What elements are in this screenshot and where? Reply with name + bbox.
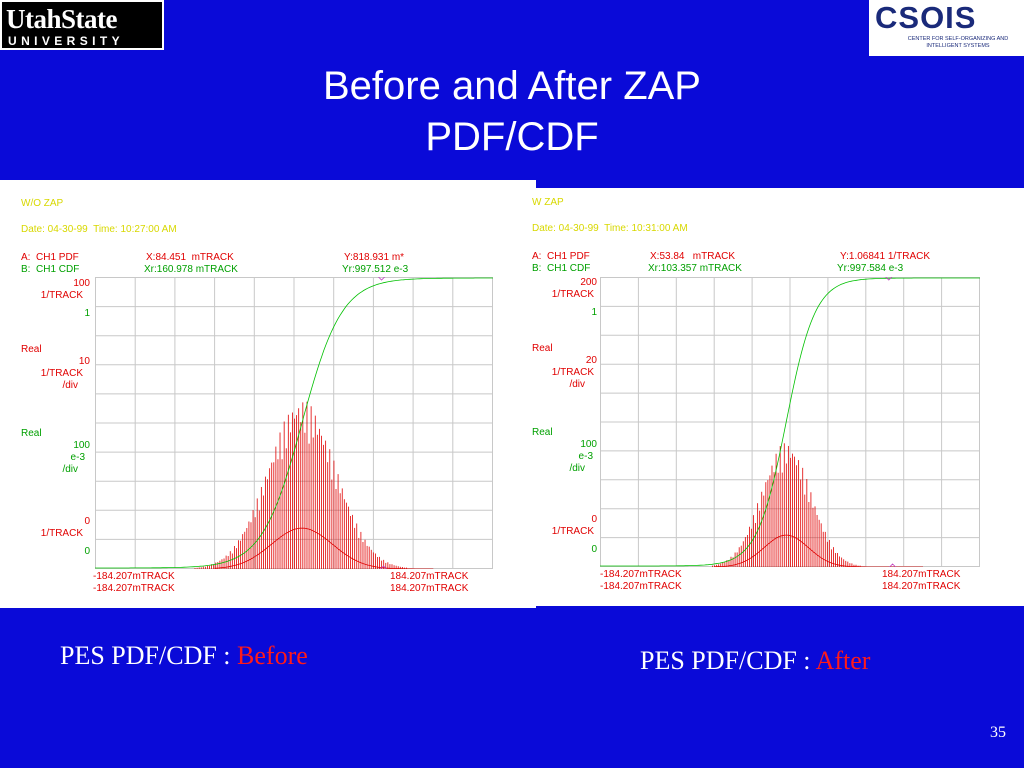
- real-a-label: Real: [21, 344, 42, 355]
- scale-b-value: 100: [580, 439, 597, 450]
- trace-a-y-readout: Y:1.06841 1/TRACK: [840, 251, 931, 262]
- x-axis-left-b: -184.207mTRACK: [93, 583, 175, 594]
- y-zero-a-unit: 1/TRACK: [40, 528, 83, 539]
- scale-a-unit: 1/TRACK: [40, 368, 83, 379]
- caption-before: PES PDF/CDF : Before: [60, 641, 308, 671]
- panel-date: Date: 04-30-99 Time: 10:27:00 AM: [21, 224, 177, 235]
- pdf-envelope: [714, 534, 923, 567]
- scale-b-unit: e-3: [70, 452, 85, 463]
- pdf-trace: [712, 443, 861, 567]
- pdf-envelope: [214, 527, 434, 569]
- logo-wordmark: UtahState: [6, 4, 118, 34]
- analyzer-panel-before: W/O ZAP Date: 04-30-99 Time: 10:27:00 AM…: [0, 180, 536, 608]
- x-axis-left-b: -184.207mTRACK: [600, 581, 682, 592]
- x-axis-right-a: 184.207mTRACK: [882, 569, 961, 580]
- scale-a-value: 20: [585, 355, 597, 366]
- trace-b-y-readout: Yr:997.512 e-3: [342, 264, 409, 275]
- marker-icon: [885, 277, 893, 281]
- trace-b-x-readout: Xr:103.357 mTRACK: [648, 263, 742, 274]
- csois-logo: CSOIS CENTER FOR SELF-ORGANIZING AND INT…: [869, 0, 1024, 56]
- real-b-label: Real: [21, 428, 42, 439]
- marker-icon: [377, 277, 386, 281]
- page-number: 35: [990, 724, 1006, 741]
- cdf-trace: [95, 277, 493, 569]
- logo-subtitle: CENTER FOR SELF-ORGANIZING AND INTELLIGE…: [907, 36, 1009, 49]
- scale-b-unit: e-3: [578, 451, 593, 462]
- caption-before-prefix: PES PDF/CDF :: [60, 641, 238, 670]
- scale-a-unit: 1/TRACK: [551, 367, 594, 378]
- trace-a-label: A: CH1 PDF: [21, 252, 79, 263]
- slide-title: Before and After ZAP: [323, 64, 701, 108]
- real-a-label: Real: [532, 343, 553, 354]
- pdf-trace: [194, 401, 407, 569]
- y-zero-b: 0: [84, 546, 90, 557]
- y-top-value: 200: [580, 277, 597, 288]
- scale-a-div: /div: [62, 380, 78, 391]
- caption-before-highlight: Before: [237, 641, 308, 670]
- grid: [95, 277, 493, 569]
- caption-after-highlight: After: [815, 646, 871, 675]
- trace-a-y-readout: Y:818.931 m*: [344, 252, 405, 263]
- y-top-unit: 1/TRACK: [551, 289, 594, 300]
- x-axis-right-b: 184.207mTRACK: [882, 581, 961, 592]
- scale-b-value: 100: [73, 440, 90, 451]
- pdf-cdf-plot: [600, 277, 980, 567]
- y-one: 1: [591, 307, 597, 318]
- y-zero-a: 0: [84, 516, 90, 527]
- x-axis-right-b: 184.207mTRACK: [390, 583, 469, 594]
- utah-state-logo: UtahState UNIVERSITY: [0, 0, 164, 50]
- y-zero-a: 0: [591, 514, 597, 525]
- slide-subtitle: PDF/CDF: [425, 115, 599, 159]
- panel-date: Date: 04-30-99 Time: 10:31:00 AM: [532, 223, 688, 234]
- pdf-cdf-plot: [95, 277, 493, 569]
- real-b-label: Real: [532, 427, 553, 438]
- logo-subtitle: UNIVERSITY: [8, 34, 125, 48]
- scale-a-value: 10: [78, 356, 90, 367]
- marker-icon: [889, 563, 897, 567]
- y-top-unit: 1/TRACK: [40, 290, 83, 301]
- logo-wordmark: CSOIS: [875, 0, 977, 35]
- grid: [600, 277, 980, 567]
- trace-b-label: B: CH1 CDF: [21, 264, 80, 275]
- caption-after-prefix: PES PDF/CDF :: [640, 646, 816, 675]
- x-axis-right-a: 184.207mTRACK: [390, 571, 469, 582]
- trace-a-x-readout: X:84.451 mTRACK: [146, 252, 234, 263]
- panel-header: W ZAP: [532, 197, 564, 208]
- scale-b-div: /div: [569, 463, 585, 474]
- panel-header: W/O ZAP: [21, 198, 64, 209]
- y-top-value: 100: [73, 278, 90, 289]
- y-one: 1: [84, 308, 90, 319]
- cdf-trace: [600, 277, 980, 567]
- y-zero-b: 0: [591, 544, 597, 555]
- trace-b-x-readout: Xr:160.978 mTRACK: [144, 264, 238, 275]
- scale-a-div: /div: [569, 379, 585, 390]
- trace-a-label: A: CH1 PDF: [532, 251, 590, 262]
- x-axis-left-a: -184.207mTRACK: [600, 569, 682, 580]
- marker-icon: [379, 565, 388, 569]
- scale-b-div: /div: [62, 464, 78, 475]
- analyzer-panel-after: W ZAP Date: 04-30-99 Time: 10:31:00 AM A…: [514, 188, 1024, 606]
- x-axis-left-a: -184.207mTRACK: [93, 571, 175, 582]
- caption-after: PES PDF/CDF : After: [640, 646, 870, 676]
- trace-a-x-readout: X:53.84 mTRACK: [650, 251, 736, 262]
- y-zero-a-unit: 1/TRACK: [551, 526, 594, 537]
- trace-b-y-readout: Yr:997.584 e-3: [837, 263, 904, 274]
- trace-b-label: B: CH1 CDF: [532, 263, 591, 274]
